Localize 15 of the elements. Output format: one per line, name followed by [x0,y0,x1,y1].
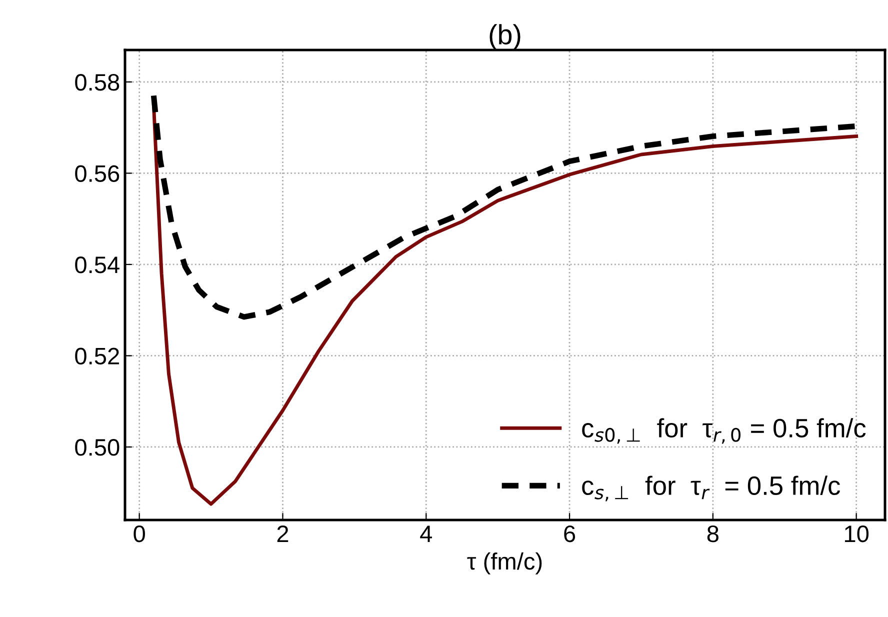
x-tick-label: 2 [277,525,288,542]
x-tick-label: 0 [134,525,145,542]
legend-label: c$_{s0,⊥}$ for τ$_{r,0}$ = 0.5 fm/c [582,418,866,444]
y-tick-label: 0.50 [75,439,120,456]
x-tick-label: 10 [844,525,869,542]
y-tick-label: 0.54 [75,256,120,274]
x-axis-title: τ (fm/c) [467,552,542,574]
x-tick-label: 6 [564,525,576,542]
x-tick-label: 4 [420,526,432,542]
legend-label: c$_{s,⊥}$ for τ$_{r}$ = 0.5 fm/c [582,476,840,502]
x-tick-label: 8 [707,525,718,542]
y-tick-label: 0.58 [75,74,120,91]
y-tick-label: 0.56 [75,165,120,182]
y-tick-label: 0.52 [75,348,119,365]
chart-title: (b) [490,24,520,50]
